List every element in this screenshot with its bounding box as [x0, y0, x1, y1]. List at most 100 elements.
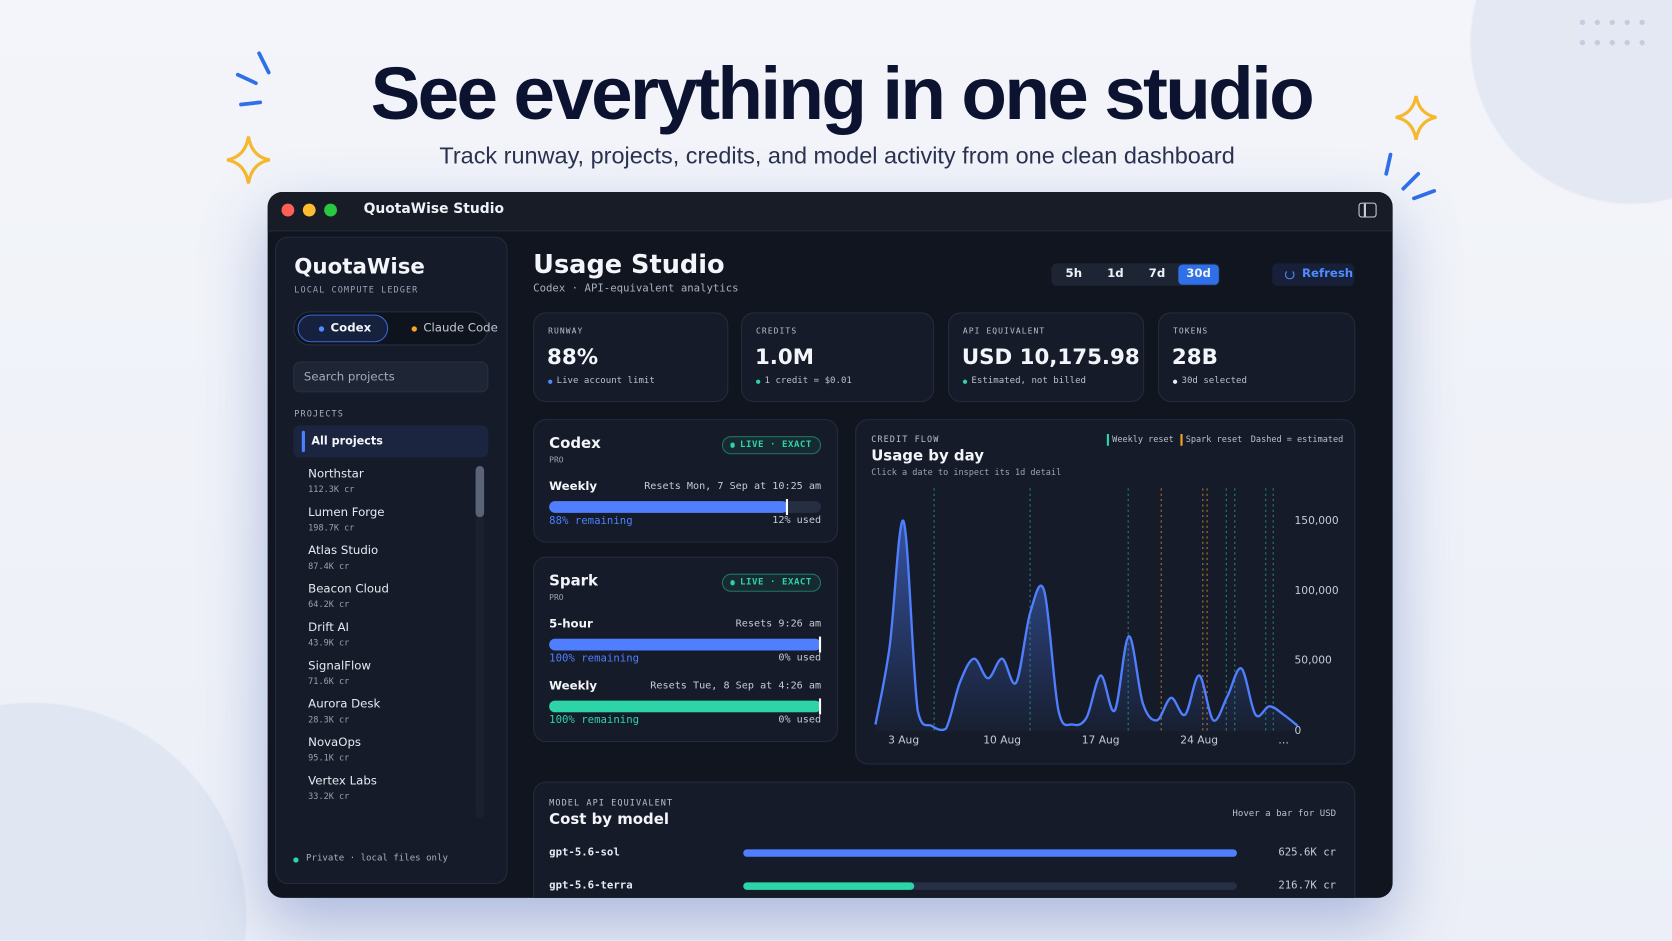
sidebar-toggle[interactable]: [1358, 202, 1377, 218]
range-button[interactable]: 1d: [1107, 266, 1124, 281]
stat-dot: [962, 379, 968, 385]
live-badge: [721, 436, 822, 455]
project-name[interactable]: Vertex Labs: [308, 773, 377, 788]
stat-value: USD 10,175.98: [961, 343, 1140, 370]
limit-card: [533, 419, 839, 543]
stat-value: 88%: [547, 343, 599, 370]
meter-name: Weekly: [549, 479, 598, 494]
y-tick-label: 150,000: [1294, 515, 1339, 527]
project-name[interactable]: Northstar: [308, 466, 364, 481]
project-name[interactable]: SignalFlow: [308, 658, 371, 673]
project-credits: 95.1K cr: [308, 753, 350, 763]
legend-swatch: [1106, 433, 1109, 446]
refresh-label: Refresh: [1301, 266, 1354, 281]
x-tick-label: …: [1278, 734, 1289, 747]
range-button[interactable]: 5h: [1065, 266, 1083, 281]
chart-subtitle: Click a date to inspect its 1d detail: [871, 467, 1062, 478]
limit-name: Spark: [549, 572, 598, 590]
meter-remaining: 88% remaining: [549, 515, 633, 528]
y-tick-label: 50,000: [1294, 655, 1332, 668]
meter-remaining: 100% remaining: [549, 714, 640, 727]
chart-kicker: MODEL API EQUIVALENT: [549, 798, 674, 808]
hero-subtitle: Track runway, projects, credits, and mod…: [439, 142, 1235, 169]
stat-note: Estimated, not billed: [971, 375, 1087, 387]
chart-title: Usage by day: [871, 447, 984, 465]
meter-fill: [549, 638, 822, 651]
x-tick-label: 10 Aug: [983, 734, 1022, 747]
x-tick-label: 17 Aug: [1081, 734, 1120, 747]
footer-note: Private · local files only: [306, 853, 448, 864]
range-active: [1178, 264, 1219, 285]
meter-fill: [549, 700, 822, 713]
x-tick-label: 24 Aug: [1180, 734, 1219, 747]
value-label: 625.6K cr: [1278, 846, 1337, 859]
scroll-thumb[interactable]: [475, 465, 485, 518]
stat-note: 1 credit = $0.01: [764, 375, 852, 387]
project-name[interactable]: Beacon Cloud: [308, 581, 389, 596]
badge-label: LIVE · EXACT: [740, 576, 812, 588]
value-label: 216.7K cr: [1278, 879, 1337, 892]
stat-value: 28B: [1171, 343, 1218, 370]
project-credits: 33.2K cr: [308, 791, 350, 802]
window-control[interactable]: [324, 203, 337, 217]
stat-dot: [1172, 379, 1178, 385]
all-projects-row[interactable]: [293, 425, 489, 458]
meter-used: 0% used: [778, 652, 822, 664]
project-name[interactable]: Atlas Studio: [308, 543, 379, 558]
stat-dot: [547, 379, 553, 385]
project-name[interactable]: Aurora Desk: [308, 697, 381, 711]
stat-note: Live account limit: [556, 375, 655, 387]
range-button[interactable]: 30d: [1186, 266, 1211, 281]
page-subtitle: Codex · API-equivalent analytics: [533, 282, 739, 295]
project-credits: 87.4K cr: [308, 561, 350, 571]
badge-label: LIVE · EXACT: [740, 438, 812, 450]
tab-label[interactable]: Claude Code: [423, 320, 498, 335]
meter-name: 5-hour: [549, 617, 593, 631]
bar[interactable]: [743, 849, 1237, 857]
range-button[interactable]: 7d: [1148, 266, 1166, 281]
sidebar-toggle-divider: [1363, 203, 1366, 217]
stat-label: TOKENS: [1172, 325, 1209, 336]
model-name: gpt-5.6-terra: [549, 879, 633, 892]
project-name[interactable]: NovaOps: [308, 735, 362, 750]
stat-value: 1.0M: [754, 343, 814, 370]
meter-name: Weekly: [549, 678, 598, 693]
tab-dot: [411, 325, 417, 332]
stat-label: RUNWAY: [548, 325, 584, 336]
stat-label: CREDITS: [756, 325, 798, 336]
legend-label: Dashed = estimated: [1250, 434, 1344, 445]
meter-reset: Resets Tue, 8 Sep at 4:26 am: [650, 679, 822, 692]
meter-used: 0% used: [778, 713, 822, 726]
stat-card: [741, 312, 935, 403]
legend-label: Weekly reset: [1112, 434, 1174, 445]
stat-note: 30d selected: [1181, 375, 1247, 387]
project-credits: 112.3K cr: [308, 484, 355, 495]
section-label: PROJECTS: [294, 408, 344, 419]
window-control[interactable]: [302, 203, 316, 217]
usage-line[interactable]: [874, 519, 1299, 732]
brand: QuotaWise: [294, 253, 425, 279]
project-credits: 71.6K cr: [308, 676, 350, 687]
meter-cap: [818, 636, 822, 653]
refresh-button[interactable]: [1272, 263, 1355, 286]
y-tick-label: 100,000: [1294, 585, 1339, 597]
meter-cap: [818, 698, 822, 715]
stat-dot: [755, 379, 761, 385]
chart-kicker: CREDIT FLOW: [871, 434, 940, 445]
bar[interactable]: [743, 882, 915, 890]
stat-card: [533, 312, 729, 403]
tab-dot: [318, 325, 324, 332]
project-name[interactable]: Lumen Forge: [308, 505, 385, 519]
window-control[interactable]: [281, 203, 295, 217]
meter-cap: [786, 499, 789, 516]
tab-active: [297, 314, 389, 343]
search-box[interactable]: [293, 361, 489, 393]
tab-label[interactable]: Codex: [330, 320, 372, 335]
page-title: Usage Studio: [533, 249, 725, 280]
all-projects: All projects: [311, 435, 383, 448]
x-tick-label: 3 Aug: [888, 734, 920, 747]
project-name[interactable]: Drift AI: [308, 620, 350, 635]
limit-plan: PRO: [549, 454, 564, 465]
